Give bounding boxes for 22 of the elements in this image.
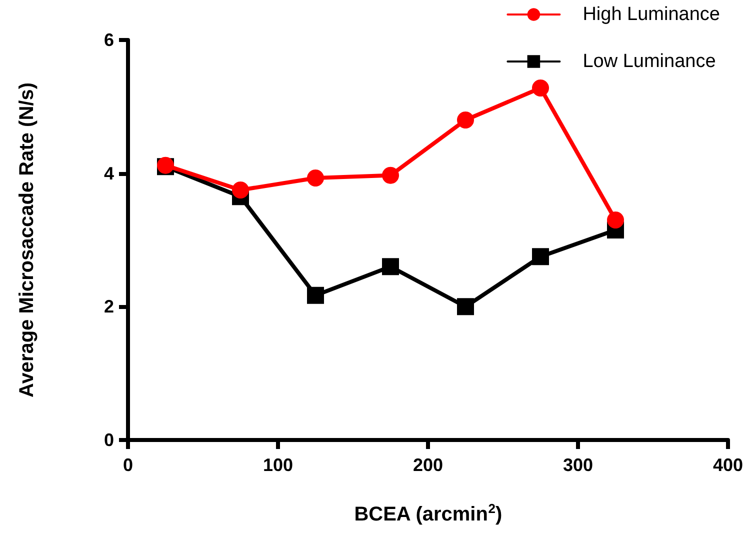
point <box>532 248 549 266</box>
x-tick-label: 200 <box>412 455 444 475</box>
point <box>607 212 624 228</box>
x-tick-label: 300 <box>562 455 594 475</box>
x-tick-label: 400 <box>712 455 744 475</box>
legend-label: High Luminance <box>582 4 720 25</box>
y-tick-label: 4 <box>104 163 114 184</box>
x-tick-label: 0 <box>122 455 134 475</box>
point <box>532 80 549 96</box>
point <box>232 182 249 198</box>
point <box>382 258 399 276</box>
y-tick-label: 2 <box>104 296 114 317</box>
point <box>457 298 474 316</box>
y-tick-label: 6 <box>104 30 114 50</box>
point <box>382 166 399 184</box>
point <box>457 112 474 128</box>
legend-label: Low Luminance <box>582 51 716 72</box>
x-tick-label: 100 <box>262 455 294 475</box>
point <box>307 170 324 186</box>
point <box>307 286 324 304</box>
y-tick-label: 0 <box>104 430 114 450</box>
y-axis-title: Average Microsaccade Rate (N/s) <box>16 82 38 398</box>
